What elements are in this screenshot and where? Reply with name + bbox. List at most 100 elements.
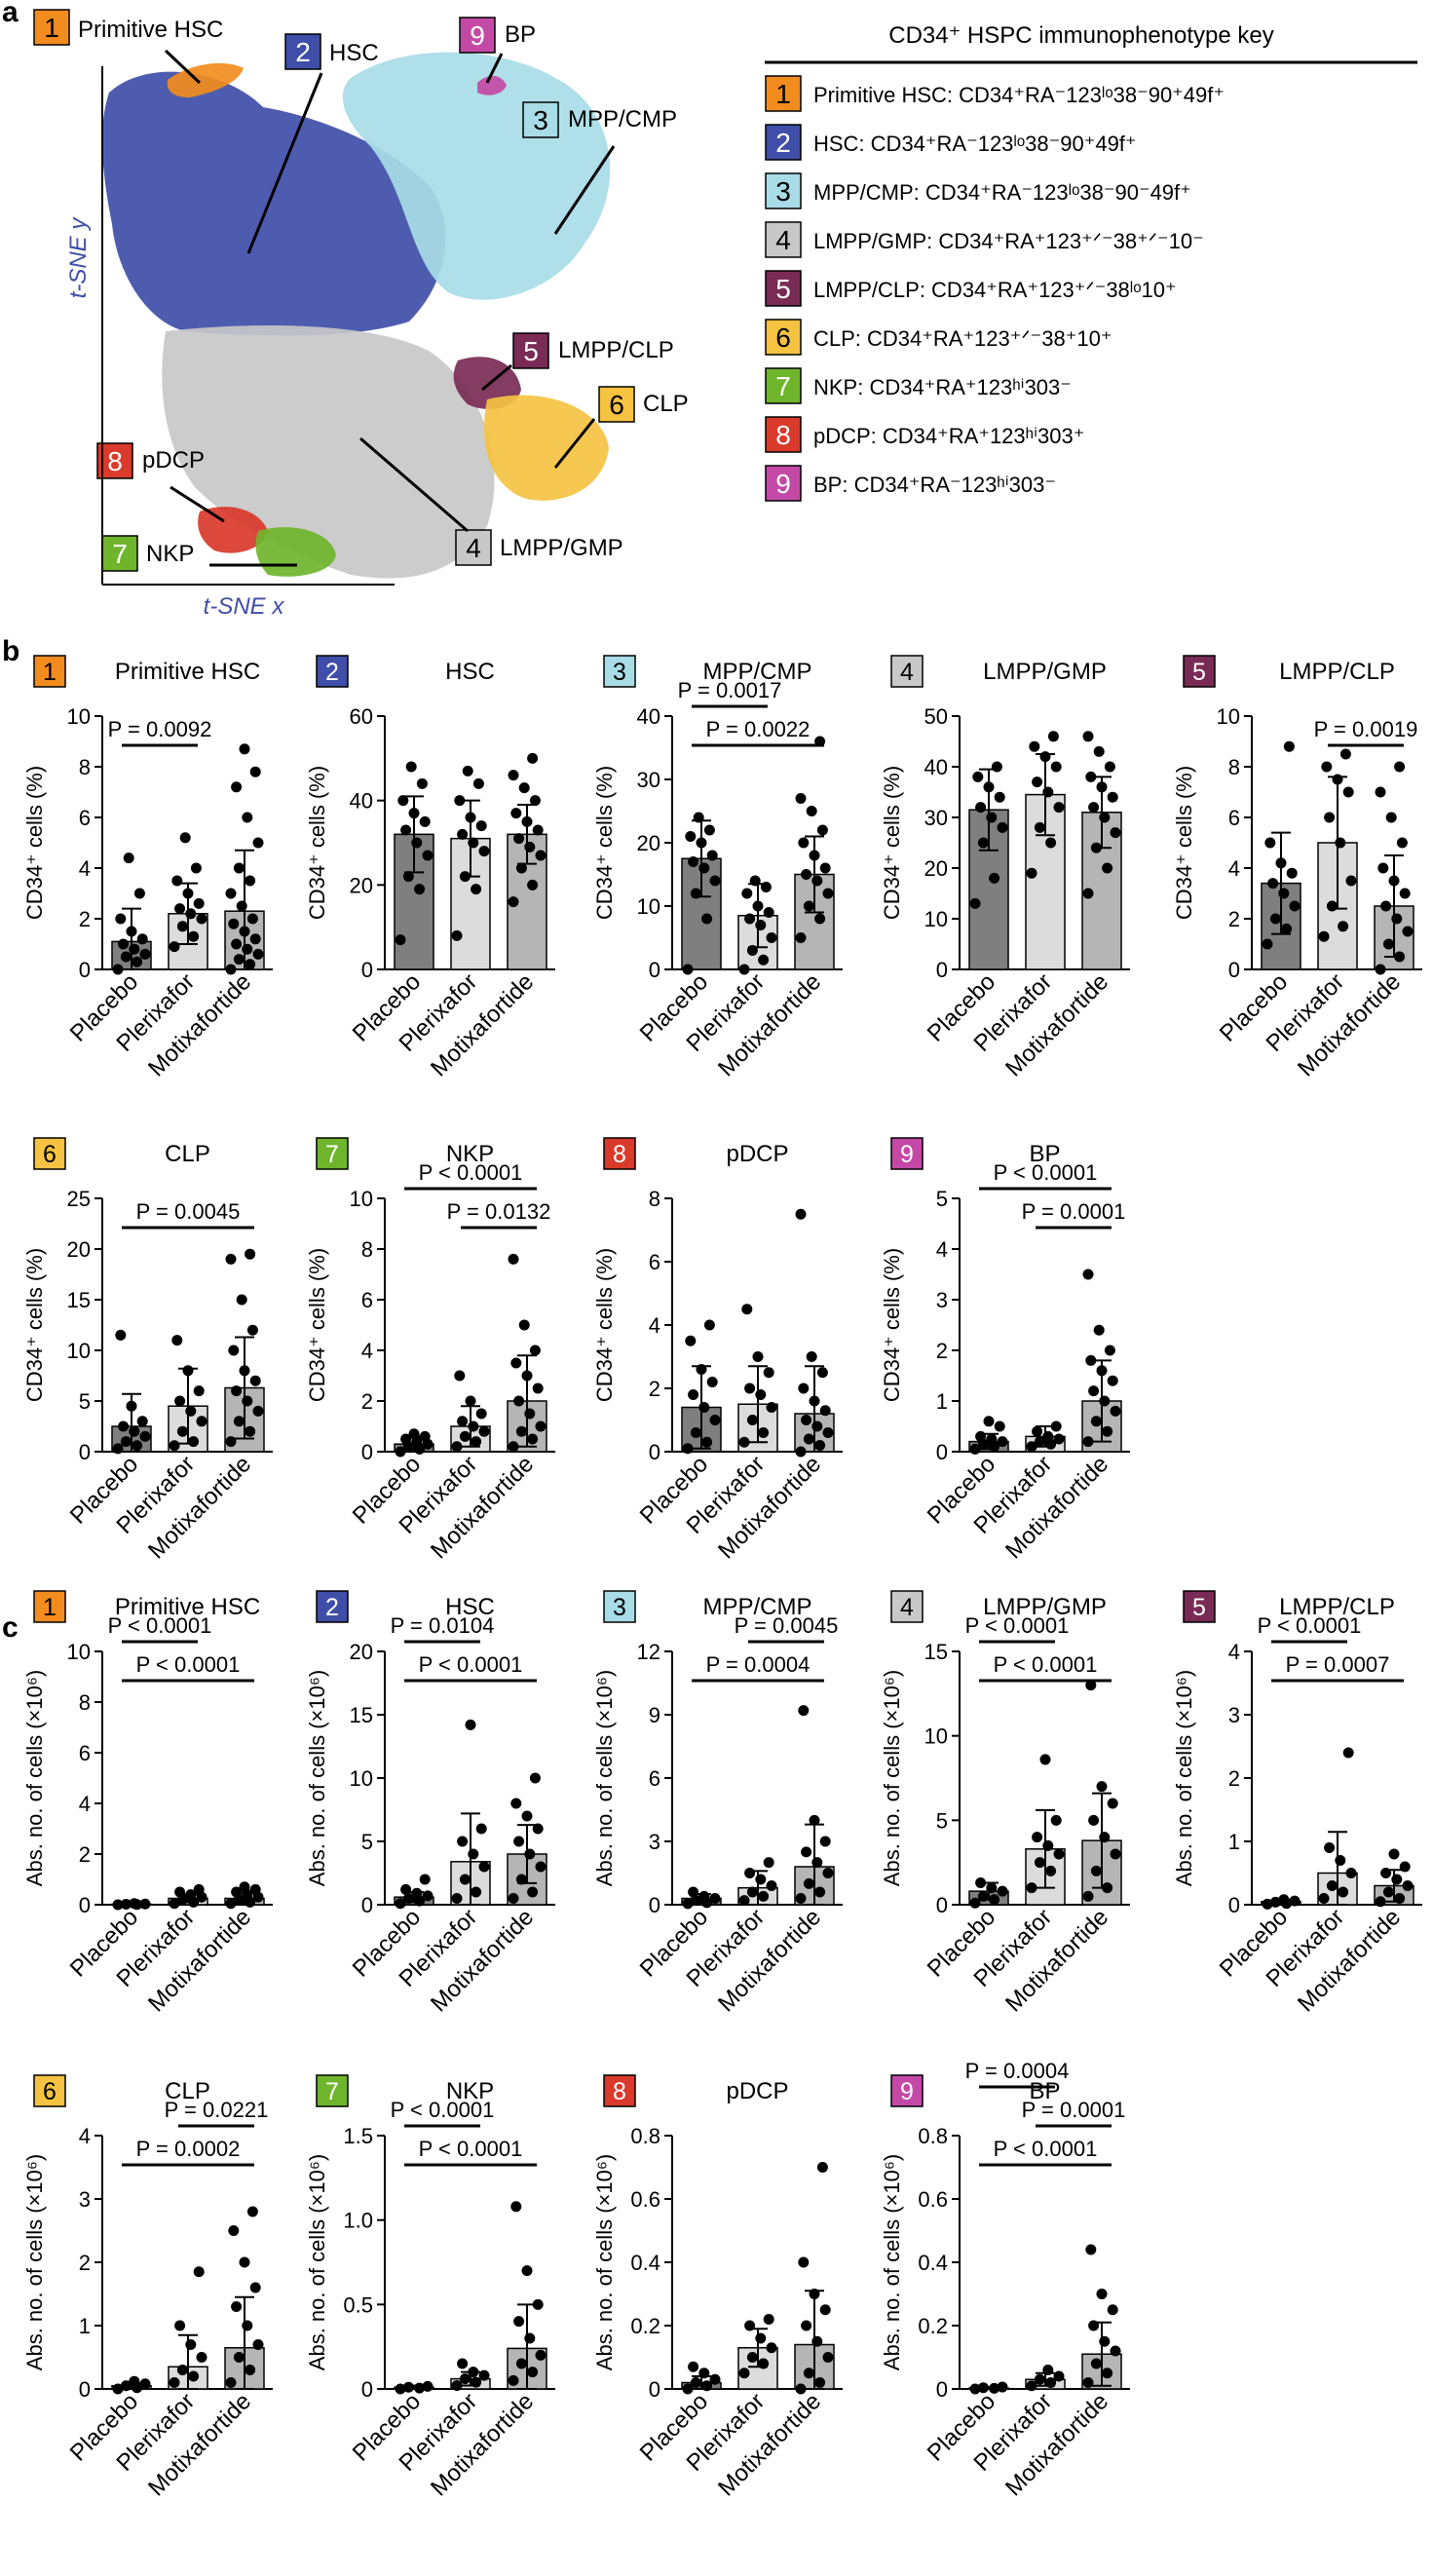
data-point [225,1898,237,1910]
data-point [1388,875,1400,887]
badge-number: 9 [900,2078,914,2105]
data-point [1391,913,1403,925]
y-tick-label: 2 [79,907,91,931]
badge-number: 6 [43,1141,57,1168]
population-badge: 6 [765,319,802,356]
chart-title: CLP [165,1141,210,1167]
population-badge: 5 [1183,655,1216,688]
y-tick-label: 0 [1228,958,1240,982]
y-axis-label: Abs. no. of cells (×10⁶) [1172,1670,1196,1886]
data-point [185,908,197,920]
badge-box [33,2074,66,2107]
data-point [1026,1441,1037,1453]
data-point [763,1857,774,1869]
data-point [252,948,264,960]
data-point [529,795,541,807]
data-point [515,1874,527,1885]
data-point [468,837,479,849]
data-point [139,2378,151,2390]
y-tick-label: 3 [1228,1703,1240,1727]
badge-number: 6 [775,322,791,353]
y-tick-label: 20 [350,873,373,897]
data-point [1026,2380,1037,2392]
data-point [758,1427,770,1438]
badge-box [316,1137,349,1170]
data-point [174,1886,186,1898]
data-point [249,1883,261,1895]
data-point [120,1898,132,1910]
data-point [698,1402,710,1413]
y-tick-label: 40 [637,704,660,729]
data-point [801,869,812,880]
badge-box [33,655,66,688]
chart-title: BP [1029,1141,1060,1167]
data-point [1107,1375,1118,1386]
data-point [228,918,240,929]
data-point [701,1436,713,1448]
data-point [698,2368,710,2379]
y-tick-label: 0.2 [918,2314,948,2338]
data-point [242,812,253,823]
population-badge: 3 [522,101,559,138]
data-point [1099,1395,1111,1407]
data-point [1090,1416,1102,1427]
data-point [249,766,261,777]
badge-number: 2 [775,128,791,158]
data-point [682,1898,694,1910]
key-item-text: HSC: CD34⁺RA⁻123ˡᵒ38⁻90⁺49f⁺ [813,132,1137,156]
tsne-callout: 5 LMPP/CLP [481,332,674,392]
data-point [795,932,807,943]
data-point [246,1324,258,1336]
data-point [1338,1886,1349,1898]
data-point [738,1436,750,1448]
y-tick-label: 4 [361,1339,373,1363]
data-point [508,1893,519,1904]
data-point [252,2339,264,2350]
data-point [1042,2365,1054,2375]
data-point [395,934,406,946]
y-tick-label: 50 [924,704,948,729]
tsne-callout: 7 NKP [101,535,194,572]
data-point [535,1861,547,1873]
y-tick-label: 4 [79,2124,91,2148]
y-tick-label: 6 [649,1766,660,1791]
y-tick-label: 2 [936,1339,948,1363]
data-point [451,1441,463,1453]
data-point [532,2298,544,2310]
data-point [228,2225,240,2236]
data-point [126,926,137,937]
chart-title: LMPP/GMP [983,659,1107,685]
key-item: 9 BP: CD34⁺RA⁻123ʰⁱ303⁻ [765,465,1056,502]
population-badge: 7 [316,1137,349,1170]
data-point [989,872,1000,884]
y-tick-label: 0 [649,1440,660,1464]
badge-number: 7 [112,539,128,569]
data-point [188,930,200,942]
data-point [465,812,476,823]
data-point [1275,857,1287,869]
data-point [1053,802,1065,814]
badge-box [33,9,70,46]
data-point [682,964,694,975]
data-point [402,2381,414,2393]
data-point [468,1421,479,1432]
population-badge: 2 [284,33,321,70]
data-point [809,2289,820,2299]
badge-number: 5 [1192,1594,1206,1621]
population-badge: 5 [512,332,549,369]
data-point [521,815,533,827]
data-point [1045,1865,1057,1876]
data-point [236,1294,247,1306]
y-tick-label: 6 [649,1250,660,1274]
y-tick-label: 8 [649,1187,660,1211]
data-point [983,781,995,793]
population-badge: 5 [765,270,802,307]
y-axis-label: CD34⁺ cells (%) [22,1248,47,1402]
data-point [690,1895,701,1907]
data-point [1326,1880,1338,1891]
data-point [524,1408,536,1420]
data-point [1050,761,1062,773]
data-point [1342,1747,1354,1759]
